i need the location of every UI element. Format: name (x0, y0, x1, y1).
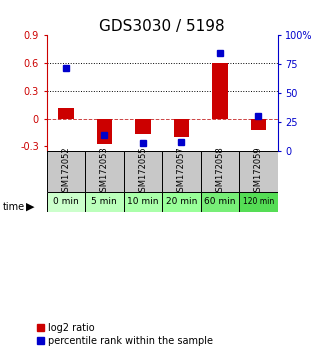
Text: 10 min: 10 min (127, 198, 159, 206)
Text: 60 min: 60 min (204, 198, 236, 206)
Bar (135, 119, 151, 135)
Bar (201, 192, 239, 212)
Bar (124, 151, 162, 192)
Text: time: time (3, 202, 25, 212)
Text: 0 min: 0 min (53, 198, 79, 206)
Legend: log2 ratio, percentile rank within the sample: log2 ratio, percentile rank within the s… (37, 323, 213, 346)
Bar (97, 119, 112, 144)
Text: GSM172055: GSM172055 (138, 146, 147, 196)
Bar (251, 119, 266, 130)
Text: GSM172052: GSM172052 (61, 146, 70, 196)
Bar (162, 192, 201, 212)
Bar (212, 63, 228, 119)
Bar (174, 119, 189, 137)
Bar (124, 192, 162, 212)
Bar (47, 192, 85, 212)
Bar (58, 108, 74, 119)
Text: GSM172057: GSM172057 (177, 146, 186, 197)
Bar (201, 151, 239, 192)
Bar (85, 151, 124, 192)
Text: GSM172059: GSM172059 (254, 146, 263, 196)
Title: GDS3030 / 5198: GDS3030 / 5198 (99, 19, 225, 34)
Bar (47, 151, 85, 192)
Text: ▶: ▶ (26, 202, 35, 212)
Bar (239, 151, 278, 192)
Text: GSM172058: GSM172058 (215, 146, 224, 197)
Text: 5 min: 5 min (91, 198, 117, 206)
Text: GSM172053: GSM172053 (100, 146, 109, 197)
Bar (162, 151, 201, 192)
Bar (85, 192, 124, 212)
Text: 120 min: 120 min (243, 198, 274, 206)
Text: 20 min: 20 min (166, 198, 197, 206)
Bar (239, 192, 278, 212)
